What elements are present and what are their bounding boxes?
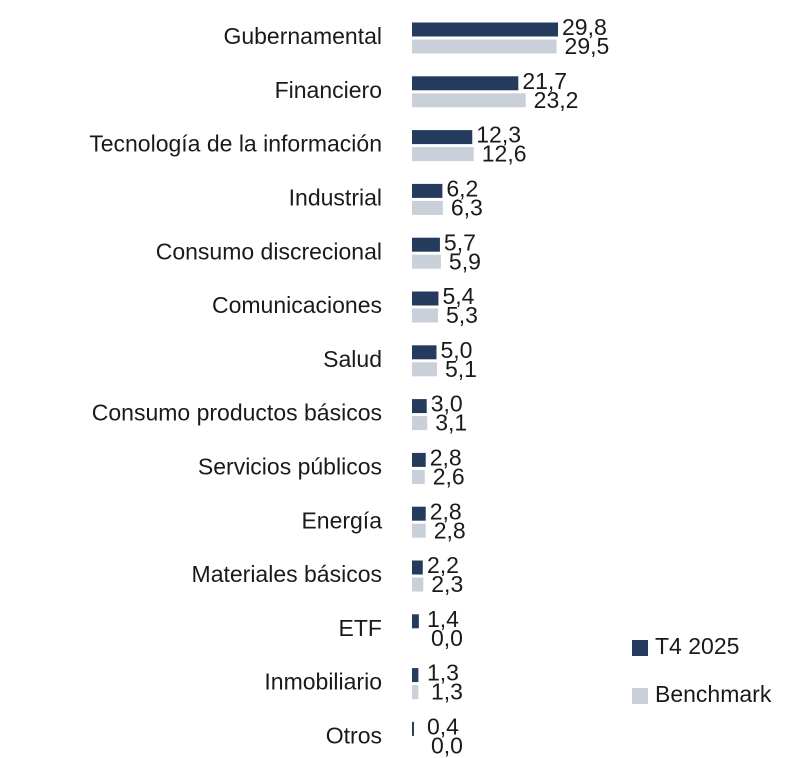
bar [412,183,443,198]
value-label: 5,0 [441,337,473,363]
bar [412,345,437,360]
bar [412,560,423,575]
category-label: Comunicaciones [212,292,382,318]
bar [412,668,419,683]
bar [412,130,473,145]
value-label: 2,8 [430,444,462,470]
value-label: 1,3 [427,660,459,686]
bar [412,93,526,108]
value-label: 2,8 [434,517,466,543]
value-label: 2,6 [433,463,465,489]
value-label: 12,3 [476,122,521,148]
value-label: 2,3 [431,571,463,597]
bar [412,685,419,700]
value-label: 0,0 [431,625,463,651]
bar [412,416,428,431]
category-label: Industrial [289,184,382,210]
legend-swatch [632,688,648,704]
value-label: 5,7 [444,229,476,255]
legend-label: T4 2025 [655,633,739,659]
value-label: 5,1 [445,356,477,382]
category-label: Servicios públicos [198,453,382,479]
bar [412,399,427,414]
bar [412,523,426,538]
category-label: Salud [323,346,382,372]
category-label: Tecnología de la información [89,131,382,157]
category-label: Financiero [275,77,382,103]
bar [412,469,425,484]
bar [412,452,426,467]
bar [412,721,414,736]
category-label: ETF [339,615,382,641]
bar [412,39,557,54]
category-label: Consumo discrecional [156,238,382,264]
value-label: 3,1 [435,410,467,436]
bar [412,147,474,162]
category-label: Otros [326,722,382,748]
value-label: 29,5 [565,33,610,59]
value-label: 6,3 [451,194,483,220]
category-label: Energía [301,507,382,533]
value-label: 3,0 [431,391,463,417]
value-label: 1,4 [427,606,459,632]
category-label: Consumo productos básicos [92,400,382,426]
value-label: 21,7 [522,68,567,94]
category-label: Gubernamental [223,23,382,49]
value-label: 5,9 [449,248,481,274]
value-label: 29,8 [562,14,607,40]
value-label: 1,3 [431,679,463,705]
value-label: 2,8 [430,498,462,524]
value-label: 5,4 [442,283,474,309]
bar [412,237,440,252]
bar [412,506,426,521]
bar [412,254,441,269]
bar [412,577,424,592]
bar [412,200,443,215]
value-label: 0,4 [427,713,459,739]
value-label: 2,2 [427,552,459,578]
value-label: 0,0 [431,732,463,758]
legend-swatch [632,640,648,656]
value-label: 23,2 [534,87,579,113]
bar [412,362,437,377]
bar [412,22,559,37]
value-label: 12,6 [482,141,527,167]
value-label: 5,3 [446,302,478,328]
value-label: 6,2 [446,175,478,201]
category-label: Inmobiliario [264,669,382,695]
category-label: Materiales básicos [192,561,382,587]
legend-label: Benchmark [655,681,772,707]
bar [412,76,519,91]
bar [412,291,439,306]
bar [412,614,419,629]
bar [412,308,438,323]
